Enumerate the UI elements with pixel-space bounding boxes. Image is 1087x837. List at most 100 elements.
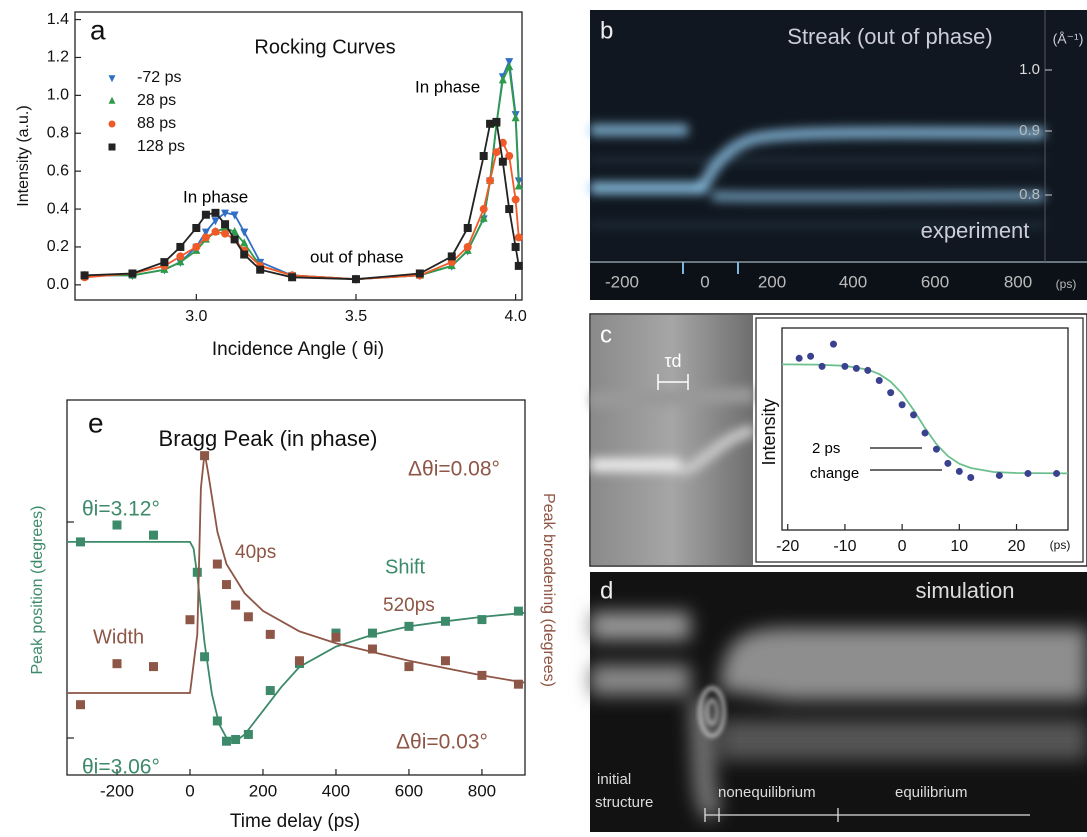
axis-unit: (Å⁻¹) (1053, 31, 1084, 47)
panel-label: b (600, 17, 613, 44)
data-point (404, 662, 414, 672)
x-tick-label: -20 (776, 538, 799, 555)
data-point (1053, 469, 1061, 477)
annotation: 40ps (235, 542, 276, 563)
data-point (240, 238, 249, 247)
data-point (288, 273, 297, 282)
x-tick-label: 600 (395, 781, 423, 800)
data-point (875, 377, 883, 385)
data-point (807, 352, 815, 360)
data-point (112, 659, 122, 669)
data-point (932, 445, 940, 453)
data-point (240, 250, 249, 259)
image-title: Streak (out of phase) (787, 24, 992, 49)
data-point (505, 205, 514, 214)
data-point (221, 580, 231, 590)
data-point (243, 729, 253, 739)
x-tick-label: 0 (898, 538, 907, 555)
data-point (795, 354, 803, 362)
data-point (201, 233, 210, 242)
data-point (351, 275, 360, 284)
data-point (240, 228, 249, 237)
data-point (200, 652, 210, 662)
series-label: Width (93, 626, 144, 648)
data-point (200, 451, 210, 461)
data-point (192, 567, 202, 577)
data-point (479, 213, 488, 222)
data-point (201, 210, 210, 219)
x-tick-label: 200 (249, 781, 277, 800)
annotation: Δθi=0.03° (396, 731, 488, 754)
chart: -20 -10 0 10 20 Intensity (ps) 2 ps change (759, 327, 1070, 555)
legend-marker (108, 143, 116, 151)
tick-label: 800 (1004, 272, 1032, 291)
data-point (505, 152, 514, 160)
data-point (230, 211, 239, 220)
data-point (230, 235, 239, 244)
data-point (511, 242, 520, 251)
annotation: 520ps (383, 595, 435, 616)
data-point (231, 600, 241, 610)
y-tick-label: 0.2 (47, 238, 69, 255)
data-point (221, 209, 230, 218)
data-point (955, 467, 963, 475)
region-label: nonequilibrium (718, 784, 816, 801)
x-tick-label: -200 (100, 781, 134, 800)
data-point (864, 366, 872, 374)
data-point (463, 224, 472, 232)
data-point (265, 629, 275, 639)
data-point (479, 152, 488, 160)
x-tick-label: 10 (950, 538, 968, 555)
legend-label: 28 ps (137, 92, 176, 109)
chart-title: Bragg Peak (in phase) (159, 426, 378, 451)
data-point (447, 252, 456, 261)
data-point (440, 656, 450, 666)
data-point (265, 686, 275, 696)
annotation: Δθi=0.08° (408, 458, 500, 481)
data-point (211, 208, 220, 217)
data-point (505, 62, 514, 71)
data-point (76, 700, 86, 710)
data-point (492, 117, 501, 126)
panel-label: c (600, 321, 612, 348)
data-point (505, 58, 514, 67)
region-label: structure (595, 794, 653, 811)
data-point (112, 520, 122, 530)
data-point (192, 224, 201, 232)
series-label: Shift (385, 556, 425, 578)
plot-frame (74, 11, 523, 301)
data-point (415, 269, 424, 278)
data-point (176, 252, 185, 261)
data-point (486, 119, 495, 128)
chart: -200 0 200 400 600 800 Shift Width e Bragg Peak (… (29, 399, 557, 832)
tick-label: -200 (605, 272, 639, 291)
data-point (331, 632, 341, 642)
annotation: In phase (183, 187, 248, 206)
data-point (967, 473, 975, 481)
data-point (230, 226, 239, 235)
data-point (463, 242, 472, 251)
y-tick-label: 1.4 (47, 11, 69, 28)
annotation: θi=3.06° (82, 756, 160, 779)
x-tick-label: 3.5 (345, 308, 367, 325)
image-caption: experiment (921, 218, 1030, 243)
data-point (511, 195, 520, 204)
y-axis-title: Peak position (degrees) (29, 506, 46, 675)
data-point (294, 656, 304, 666)
annotation: change (810, 465, 859, 482)
plot-frame (781, 327, 1069, 531)
panel-label: e (88, 407, 104, 438)
data-point (944, 459, 952, 467)
data-point (498, 75, 507, 84)
x-tick-label: 400 (322, 781, 350, 800)
data-point (212, 559, 222, 569)
data-point (898, 401, 906, 409)
y-tick-label: 1.0 (47, 87, 69, 104)
data-point (148, 662, 158, 672)
data-point (221, 229, 230, 238)
image-caption: simulation (915, 578, 1014, 603)
x-tick-label: 800 (468, 781, 496, 800)
legend-label: 88 ps (137, 115, 176, 132)
data-point (479, 205, 488, 214)
y-tick-label: 0.8 (47, 124, 69, 141)
